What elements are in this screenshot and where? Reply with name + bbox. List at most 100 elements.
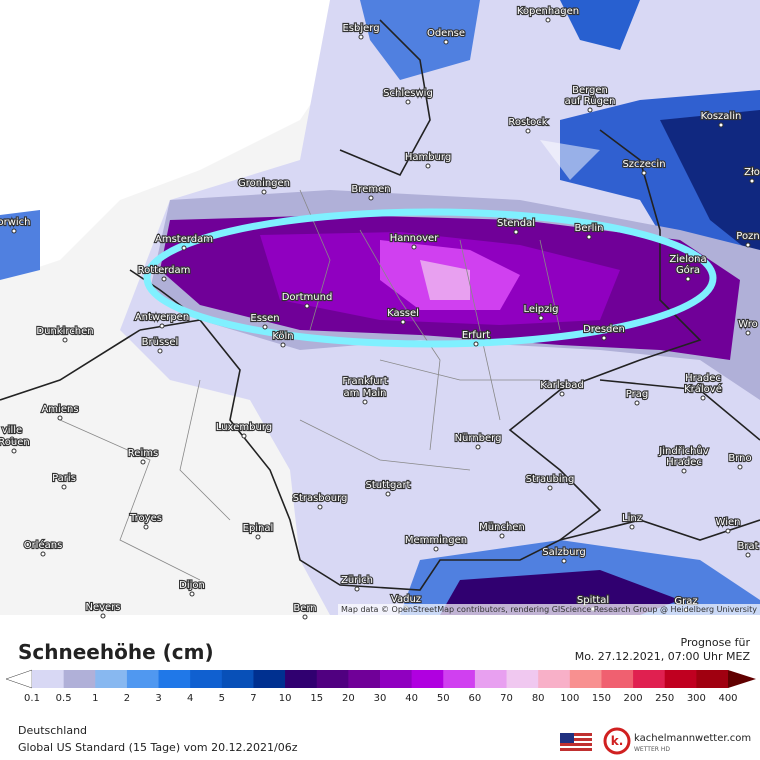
city-dot xyxy=(302,614,308,620)
city-label: Memmingen xyxy=(405,535,467,546)
legend-swatch xyxy=(569,670,602,688)
legend-swatch xyxy=(633,670,666,688)
city-dot xyxy=(745,330,751,336)
city-label: Bergen xyxy=(572,85,608,96)
city-dot xyxy=(547,485,553,491)
city-dot xyxy=(385,491,391,497)
city-dot xyxy=(601,335,607,341)
legend-label: 150 xyxy=(592,693,611,704)
city-label: Stuttgart xyxy=(366,480,411,491)
city-dot xyxy=(157,348,163,354)
city-label: Karlsbad xyxy=(540,380,583,391)
legend-label: 0.5 xyxy=(56,693,72,704)
city-dot xyxy=(700,395,706,401)
city-label: Amiens xyxy=(41,404,78,415)
legend-swatch xyxy=(316,670,349,688)
city-label: Brat xyxy=(737,541,758,552)
city-label: Strasbourg xyxy=(293,493,348,504)
legend-swatch xyxy=(664,670,697,688)
legend-swatch xyxy=(696,670,729,688)
city-label: Koszalin xyxy=(701,111,742,122)
legend-swatch xyxy=(411,670,444,688)
city-label: Nevers xyxy=(85,602,120,613)
legend-label: 30 xyxy=(374,693,387,704)
city-label: Wien xyxy=(716,517,741,528)
city-label: Spittal xyxy=(577,595,609,606)
city-label: ville xyxy=(2,425,22,436)
city-dot xyxy=(737,464,743,470)
city-label: Kassel xyxy=(387,308,419,319)
city-label: Salzburg xyxy=(542,547,585,558)
city-dot xyxy=(62,337,68,343)
city-label: Erfurt xyxy=(462,330,490,341)
city-dot xyxy=(159,323,165,329)
brand-logo xyxy=(603,727,631,755)
city-dot xyxy=(61,484,67,490)
city-label: Essen xyxy=(250,313,279,324)
color-legend: 0.1 0.5 1 2 3 4 5 7 10 15 20 30 40 50 60 70 80 100 150 200 2… xyxy=(5,669,756,704)
city-label: auf Rügen xyxy=(565,96,616,107)
city-label: Orléans xyxy=(24,539,63,551)
city-label: Zielona xyxy=(669,254,706,265)
legend-swatch xyxy=(474,670,508,688)
city-dot xyxy=(40,551,46,557)
brand: kachelmannwetter.com xyxy=(634,733,751,744)
legend-label: 60 xyxy=(469,693,482,704)
legend-label: 10 xyxy=(279,693,292,704)
city-dot xyxy=(143,524,149,530)
legend-label: 7 xyxy=(250,693,256,704)
city-label: Vaduz xyxy=(391,594,421,605)
city-dot xyxy=(261,189,267,195)
legend-label: 50 xyxy=(437,693,450,704)
city-dot xyxy=(725,528,731,534)
legend-swatch xyxy=(601,670,634,688)
legend-label: 250 xyxy=(655,693,674,704)
forecast-heading: Prognose für xyxy=(681,636,751,649)
city-label: Góra xyxy=(676,264,700,276)
legend-swatch xyxy=(126,670,160,688)
city-dot xyxy=(561,558,567,564)
city-dot xyxy=(9,436,15,442)
city-dot xyxy=(538,315,544,321)
city-dot xyxy=(358,34,364,40)
brand-sub: WETTER HD xyxy=(634,746,670,753)
city-dot xyxy=(241,433,247,439)
legend-label: 1 xyxy=(92,693,98,704)
legend-label: 400 xyxy=(718,693,737,704)
legend-swatch xyxy=(32,670,65,688)
city-dot xyxy=(57,415,63,421)
city-dot xyxy=(641,170,647,176)
city-label: Dijon xyxy=(179,580,205,591)
legend-swatch xyxy=(285,670,318,688)
city-label: Amsterdam xyxy=(155,234,213,245)
legend-label: 15 xyxy=(310,693,323,704)
legend-label: 2 xyxy=(124,693,130,704)
city-label: Frankfurt xyxy=(342,376,387,387)
city-label: am Main xyxy=(344,388,387,399)
legend-swatch xyxy=(190,670,223,688)
legend-label: 100 xyxy=(560,693,579,704)
city-label: Berlin xyxy=(574,223,603,234)
legend-swatch xyxy=(380,670,413,688)
city-dot xyxy=(681,457,687,463)
city-label: Hradec xyxy=(685,373,721,384)
city-dot xyxy=(368,195,374,201)
city-dot xyxy=(405,99,411,105)
city-dot xyxy=(11,228,17,234)
legend-label: 70 xyxy=(500,693,513,704)
city-dot xyxy=(181,245,187,251)
city-dot xyxy=(262,324,268,330)
city-dot xyxy=(161,276,167,282)
city-label: Nürnberg xyxy=(455,433,502,444)
city-label: Bern xyxy=(293,603,316,614)
city-dot xyxy=(587,96,593,102)
city-label: Dresden xyxy=(583,324,625,335)
city-label: Odense xyxy=(427,28,465,39)
city-dot xyxy=(634,400,640,406)
city-dot xyxy=(304,303,310,309)
city-label: orwich xyxy=(0,217,31,228)
attribution: Map data © OpenStreetMap contributors, r… xyxy=(341,605,757,614)
city-label: Zło xyxy=(744,167,760,178)
legend-label: 4 xyxy=(187,693,193,704)
